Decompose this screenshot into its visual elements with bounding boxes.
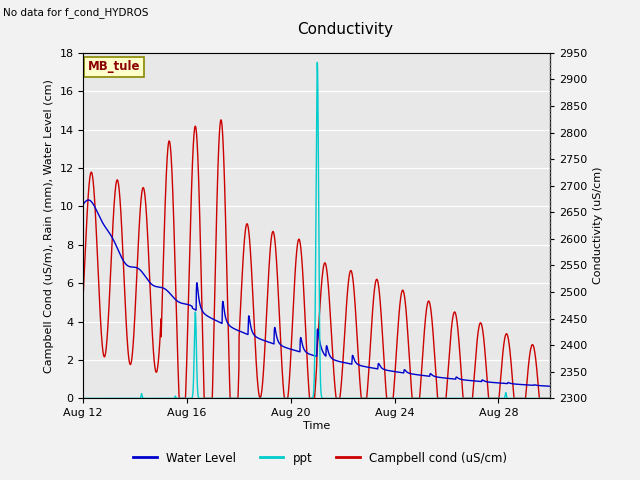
X-axis label: Time: Time [303, 421, 330, 431]
Legend: Water Level, ppt, Campbell cond (uS/cm): Water Level, ppt, Campbell cond (uS/cm) [128, 447, 512, 469]
Text: MB_tule: MB_tule [88, 60, 140, 73]
Text: Conductivity: Conductivity [298, 22, 394, 36]
Y-axis label: Conductivity (uS/cm): Conductivity (uS/cm) [593, 167, 604, 284]
Y-axis label: Campbell Cond (uS/m), Rain (mm), Water Level (cm): Campbell Cond (uS/m), Rain (mm), Water L… [44, 79, 54, 372]
Text: No data for f_cond_HYDROS: No data for f_cond_HYDROS [3, 7, 148, 18]
